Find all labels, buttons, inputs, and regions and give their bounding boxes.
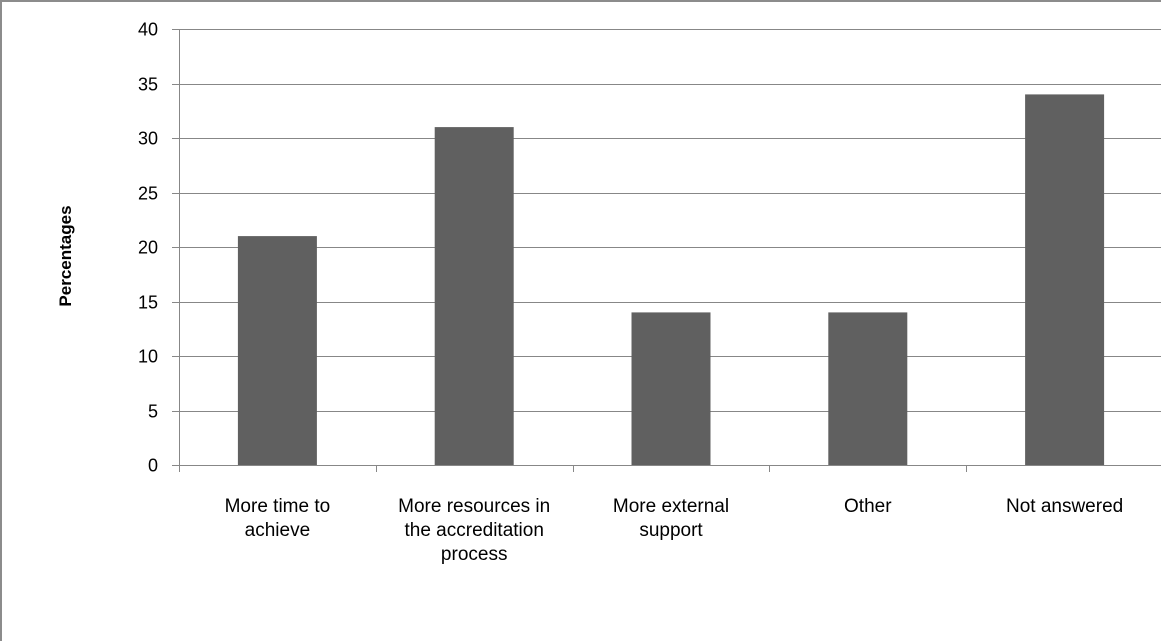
y-tick-label: 20	[138, 238, 158, 258]
y-tick-label: 40	[138, 20, 158, 40]
y-axis-title: Percentages	[56, 205, 75, 306]
y-tick-label: 35	[138, 75, 158, 95]
bar	[434, 127, 514, 465]
y-tick-label: 10	[138, 347, 158, 367]
y-tick-label: 5	[148, 402, 158, 422]
y-tick-label: 0	[148, 456, 158, 476]
x-category-label: More external support	[613, 496, 729, 541]
x-category-label-line: More resources in	[398, 496, 550, 517]
bar	[1025, 94, 1105, 466]
x-category-label-line: achieve	[245, 520, 311, 541]
y-tick-label: 15	[138, 293, 158, 313]
x-category-label-line: Not answered	[1006, 496, 1123, 517]
x-category-label-line: the accreditation	[404, 520, 543, 541]
x-category-label-line: support	[639, 520, 703, 541]
x-category-label: More time to achieve	[225, 496, 331, 541]
x-category-label: Not answered	[1006, 496, 1123, 517]
x-category-label: Other	[844, 496, 892, 517]
x-category-label-line: More time to	[225, 496, 331, 517]
y-tick-label: 25	[138, 184, 158, 204]
x-category-label: More resources in the accreditation proces…	[398, 496, 550, 565]
x-category-label-line: process	[441, 544, 508, 565]
bar	[828, 312, 908, 465]
y-tick-label: 30	[138, 129, 158, 149]
x-category-label-line: More external	[613, 496, 729, 517]
bar	[631, 312, 711, 465]
x-category-label-line: Other	[844, 496, 892, 517]
bar	[237, 236, 317, 465]
